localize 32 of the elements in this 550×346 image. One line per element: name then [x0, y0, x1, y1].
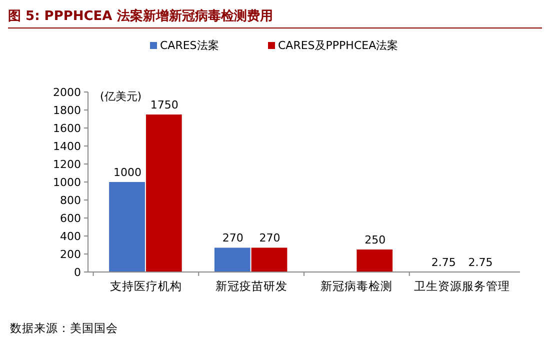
bar: [109, 182, 145, 272]
y-axis-title: (亿美元): [100, 90, 142, 103]
bar: [251, 248, 288, 272]
y-tick-label: 2000: [53, 86, 81, 99]
y-tick-label: 1600: [53, 122, 81, 135]
x-tick-label: 卫生资源服务管理: [414, 279, 510, 293]
y-tick-label: 0: [74, 266, 81, 279]
bar: [356, 250, 393, 272]
data-label: 1000: [114, 166, 142, 179]
legend-label: CARES及PPPHCEA法案: [278, 39, 398, 52]
x-tick-label: 新冠病毒检测: [320, 279, 393, 293]
y-tick-label: 200: [60, 248, 81, 261]
data-label: 250: [364, 234, 386, 246]
y-tick-label: 800: [60, 194, 81, 207]
x-tick-label: 新冠疫苗研发: [215, 279, 288, 293]
y-tick-label: 1000: [53, 176, 81, 189]
bar: [214, 248, 250, 272]
bar: [146, 114, 182, 272]
y-tick-label: 600: [60, 212, 81, 225]
chart-title: 图 5: PPPHCEA 法案新增新冠病毒检测费用: [8, 8, 273, 24]
data-label: 2.75: [468, 256, 493, 269]
y-tick-label: 1800: [53, 104, 81, 117]
data-label: 270: [259, 232, 280, 245]
data-label: 270: [222, 232, 244, 245]
data-label: 2.75: [431, 256, 456, 269]
y-tick-label: 1400: [53, 140, 81, 153]
y-tick-label: 1200: [53, 158, 81, 171]
x-tick-label: 支持医疗机构: [110, 279, 182, 293]
source-note: 数据来源：美国国会: [10, 321, 118, 335]
y-tick-label: 400: [60, 230, 81, 243]
data-label: 1750: [150, 98, 178, 112]
legend-label: CARES法案: [160, 39, 219, 52]
